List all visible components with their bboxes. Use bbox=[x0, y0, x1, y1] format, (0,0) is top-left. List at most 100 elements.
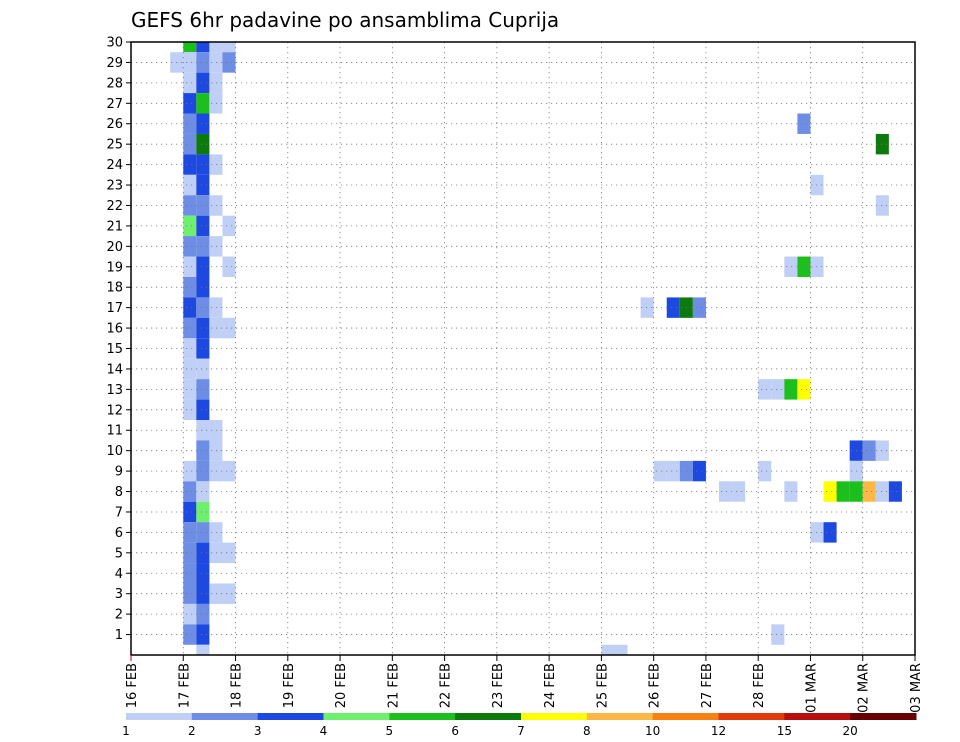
precip-cell bbox=[196, 195, 210, 216]
x-tick-label: 26 FEB bbox=[648, 663, 663, 708]
precip-cell bbox=[888, 481, 902, 502]
x-axis: 16 FEB 17 FEB 18 FEB 19 FEB 20 FEB 21 FEB 22 F… bbox=[125, 655, 924, 713]
legend-swatch bbox=[191, 713, 259, 720]
precip-cell bbox=[183, 276, 197, 298]
precip-cell bbox=[196, 420, 210, 441]
color-legend: 1 2 3 4 5 6 7 8 10 12 15 20 bbox=[122, 713, 917, 738]
grid-lines bbox=[131, 41, 915, 655]
precip-cell bbox=[209, 72, 223, 94]
precip-cell bbox=[183, 501, 197, 523]
precip-cell bbox=[836, 481, 850, 502]
precip-cell bbox=[771, 624, 785, 645]
precip-cell bbox=[183, 297, 197, 318]
precip-cell bbox=[771, 379, 785, 400]
precip-cell bbox=[862, 440, 876, 461]
x-tick-label: 21 FEB bbox=[386, 663, 401, 708]
precip-cell bbox=[196, 338, 210, 359]
legend-swatch bbox=[850, 713, 917, 720]
x-tick-label: 22 FEB bbox=[439, 663, 454, 708]
precip-cell bbox=[222, 52, 236, 73]
legend-swatch bbox=[718, 713, 785, 720]
precip-cell bbox=[196, 236, 210, 257]
precip-cell bbox=[183, 195, 197, 216]
precip-cell bbox=[196, 440, 210, 461]
precip-cell bbox=[183, 93, 197, 114]
y-tick-label: 24 bbox=[106, 158, 123, 173]
y-tick-label: 7 bbox=[115, 505, 123, 520]
precip-cell bbox=[875, 481, 889, 502]
y-tick-label: 15 bbox=[106, 342, 123, 357]
precip-cell bbox=[183, 52, 197, 73]
precip-cell bbox=[183, 379, 197, 400]
y-tick-label: 2 bbox=[115, 608, 123, 623]
legend-label: 3 bbox=[254, 724, 262, 738]
precip-cell bbox=[209, 297, 223, 318]
precip-cell bbox=[196, 297, 210, 318]
precip-cell bbox=[784, 481, 798, 502]
precip-cell bbox=[875, 440, 889, 461]
precip-cell bbox=[183, 72, 197, 94]
y-tick-label: 1 bbox=[115, 628, 123, 643]
precip-cell bbox=[183, 481, 197, 502]
precip-cell bbox=[222, 317, 236, 339]
precip-cell bbox=[183, 317, 197, 339]
legend-label: 15 bbox=[777, 724, 792, 738]
precip-cell bbox=[222, 215, 236, 237]
precip-cell bbox=[209, 195, 223, 216]
precip-cell bbox=[209, 460, 223, 482]
precip-cell bbox=[183, 603, 197, 625]
x-tick-label: 23 FEB bbox=[491, 663, 506, 708]
precip-cell bbox=[758, 379, 772, 400]
y-tick-label: 22 bbox=[106, 199, 123, 214]
heatmap-cells bbox=[170, 42, 902, 655]
precip-cell bbox=[196, 256, 210, 277]
precip-cell bbox=[183, 399, 197, 421]
legend-swatch bbox=[126, 713, 193, 720]
y-tick-label: 10 bbox=[106, 444, 123, 459]
legend-label: 6 bbox=[451, 724, 459, 738]
precip-cell bbox=[183, 563, 197, 584]
precip-cell bbox=[209, 522, 223, 543]
legend-swatch bbox=[521, 713, 588, 720]
legend-label: 8 bbox=[583, 724, 591, 738]
y-tick-label: 3 bbox=[115, 587, 123, 602]
x-tick-label: 17 FEB bbox=[177, 663, 192, 708]
precip-cell bbox=[209, 440, 223, 461]
legend-label: 20 bbox=[843, 724, 858, 738]
x-tick-label: 03 MAR bbox=[909, 663, 924, 713]
y-tick-label: 26 bbox=[106, 117, 123, 132]
precip-cell bbox=[797, 379, 811, 400]
precip-cell bbox=[196, 542, 210, 564]
precip-cell bbox=[692, 297, 706, 318]
legend-swatch bbox=[257, 713, 324, 720]
precip-cell bbox=[183, 583, 197, 604]
precip-cell bbox=[183, 215, 197, 237]
precip-cell bbox=[196, 276, 210, 298]
legend-swatch bbox=[389, 713, 456, 720]
precip-cell bbox=[209, 583, 223, 604]
y-tick-label: 20 bbox=[106, 240, 123, 255]
precip-cell bbox=[666, 460, 680, 482]
legend-swatch bbox=[784, 713, 851, 720]
precip-cell bbox=[666, 297, 680, 318]
x-tick-label: 18 FEB bbox=[230, 663, 245, 708]
precip-cell bbox=[196, 481, 210, 502]
precip-cell bbox=[196, 399, 210, 421]
precip-cell bbox=[196, 501, 210, 523]
precip-cell bbox=[209, 52, 223, 73]
y-tick-label: 19 bbox=[106, 260, 123, 275]
precip-cell bbox=[209, 154, 223, 175]
x-tick-label: 02 MAR bbox=[857, 663, 872, 713]
y-tick-label: 11 bbox=[106, 424, 123, 439]
precip-cell bbox=[222, 42, 236, 53]
x-tick-label: 28 FEB bbox=[752, 663, 767, 708]
x-tick-label: 27 FEB bbox=[700, 663, 715, 708]
precip-cell bbox=[196, 133, 210, 155]
precip-cell bbox=[196, 72, 210, 94]
precip-cell bbox=[601, 644, 615, 655]
precip-cell bbox=[196, 563, 210, 584]
precip-cell bbox=[183, 338, 197, 359]
x-tick-label: 25 FEB bbox=[595, 663, 610, 708]
precip-cell bbox=[653, 460, 667, 482]
